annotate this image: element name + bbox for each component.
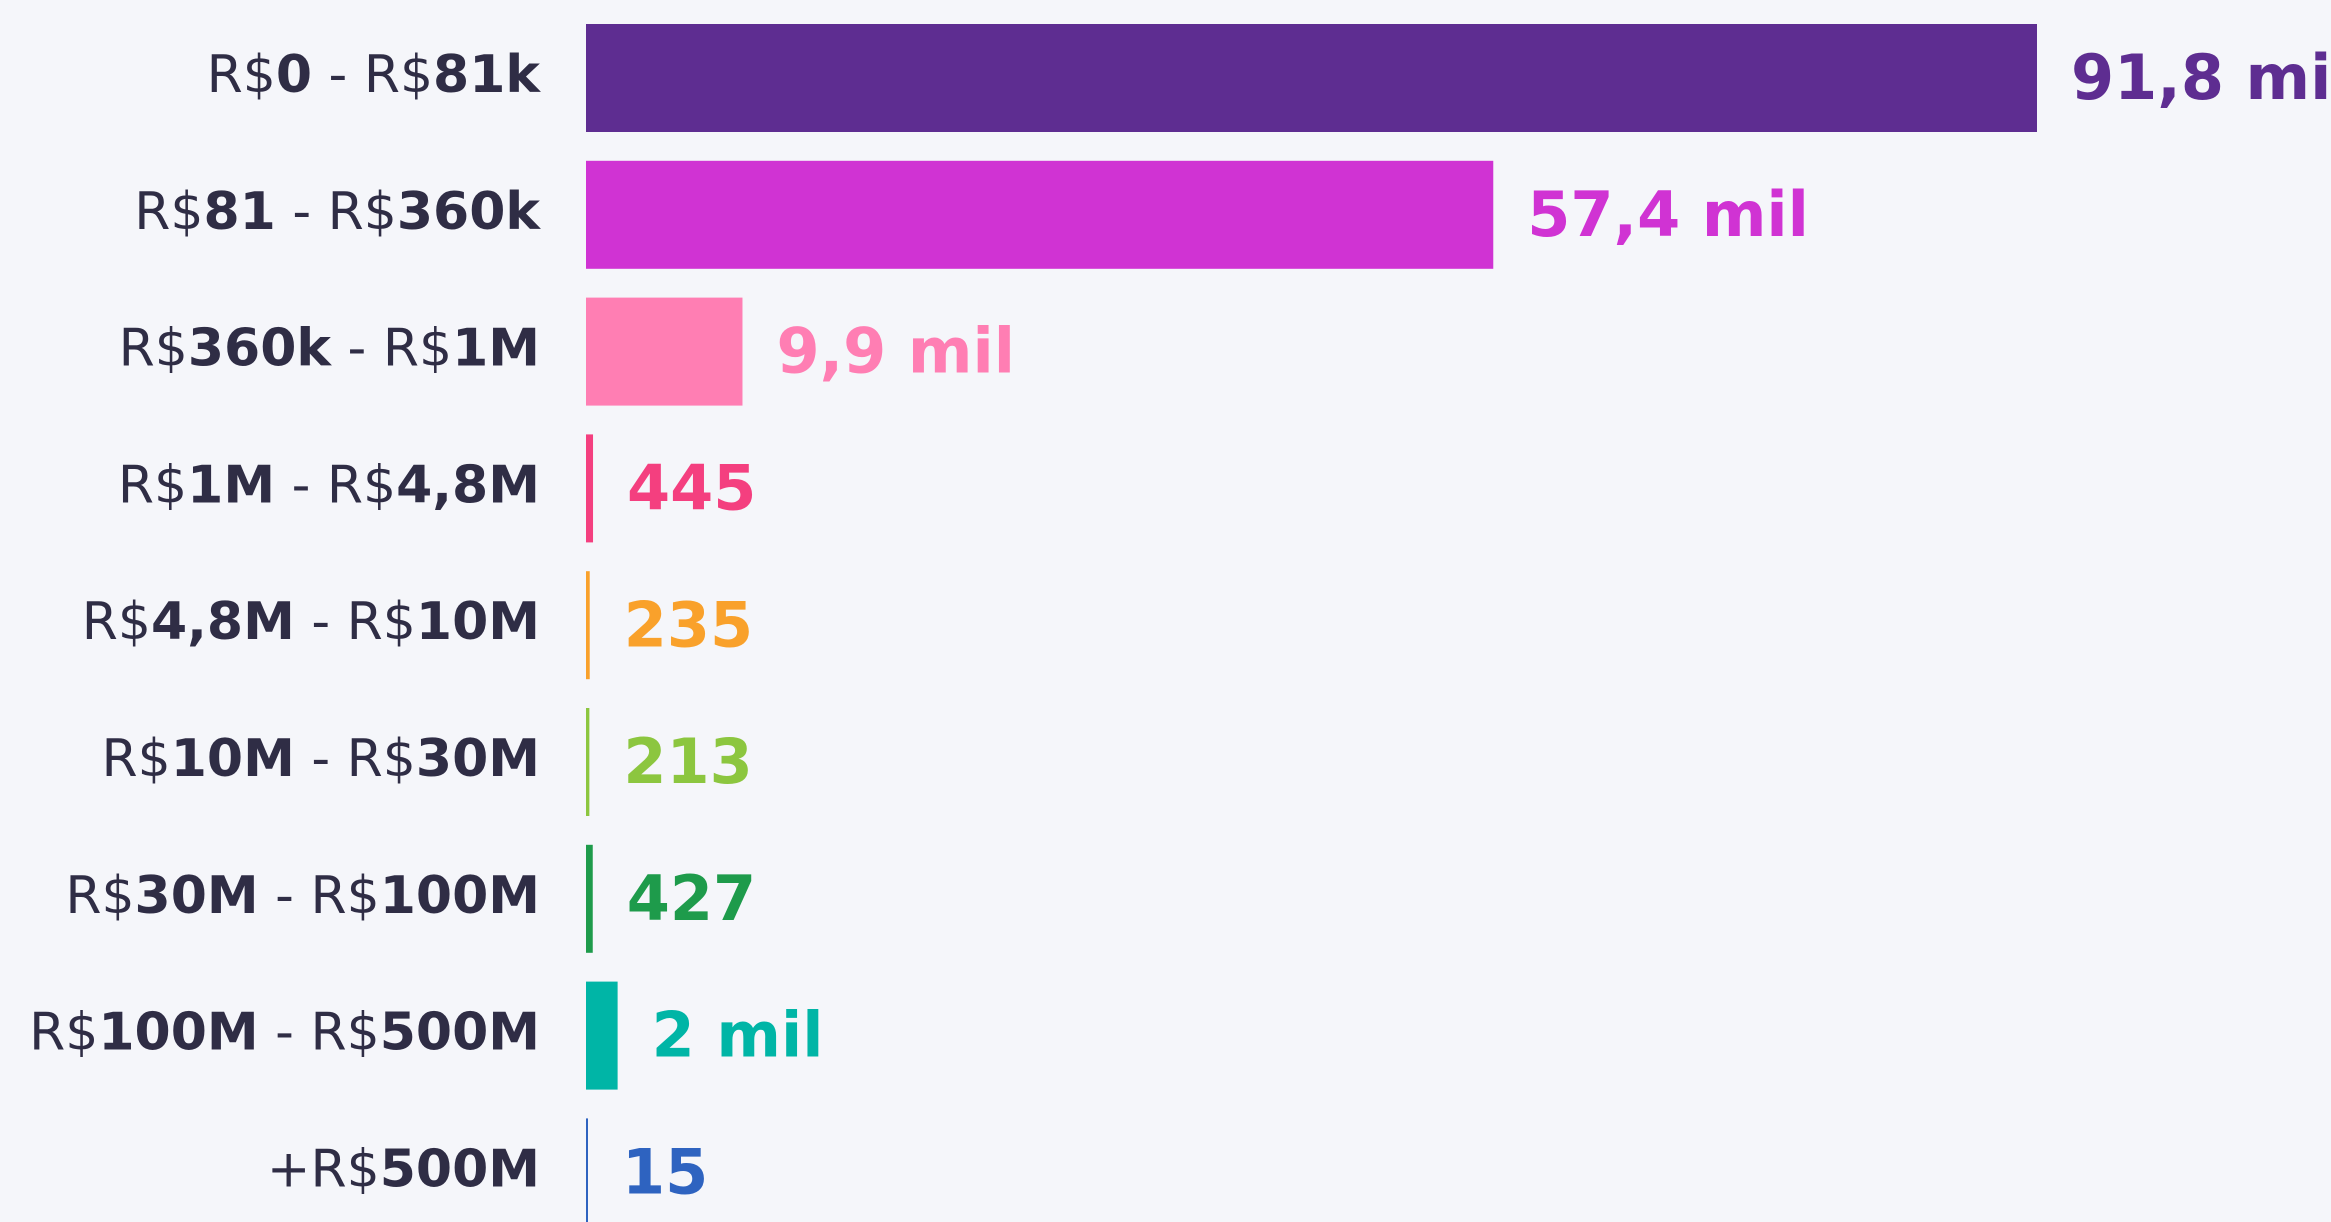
category-label: +R$500M — [267, 1139, 540, 1199]
category-label: R$4,8M - R$10M — [82, 592, 540, 652]
category-label: R$1M - R$4,8M — [118, 455, 540, 515]
bar — [586, 297, 743, 406]
bar — [586, 1118, 588, 1222]
bar — [586, 160, 1494, 269]
value-label: 213 — [623, 725, 752, 798]
value-label: 2 mil — [652, 999, 824, 1072]
value-label: 427 — [627, 862, 756, 935]
value-label: 445 — [627, 451, 756, 524]
value-label: 91,8 mil — [2071, 41, 2331, 114]
category-label: R$360k - R$1M — [119, 319, 540, 379]
bar — [586, 434, 594, 543]
category-label: R$30M - R$100M — [65, 866, 540, 926]
category-label: R$100M - R$500M — [29, 1003, 540, 1063]
category-label: R$10M - R$30M — [102, 729, 540, 789]
value-label: 235 — [624, 588, 753, 661]
value-label: 57,4 mil — [1527, 178, 1809, 251]
bar — [586, 981, 618, 1090]
bar — [586, 708, 590, 816]
category-label: R$81 - R$360k — [134, 182, 541, 242]
category-label: R$0 - R$81k — [207, 45, 542, 105]
value-label: 15 — [622, 1135, 708, 1208]
bar — [586, 571, 590, 680]
bar — [586, 844, 593, 953]
value-label: 9,9 mil — [776, 315, 1015, 388]
bar — [586, 24, 2037, 132]
